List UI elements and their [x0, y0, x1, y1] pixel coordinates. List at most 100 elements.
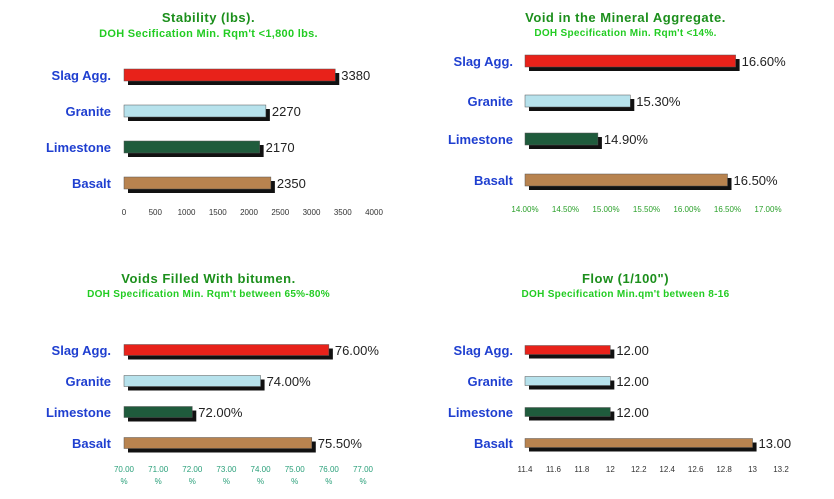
bar [524, 94, 631, 108]
tick-label: 12 [606, 465, 615, 474]
data-label: 2350 [277, 176, 306, 191]
tick-label: 73.00 [216, 465, 237, 474]
tick-label: 11.4 [518, 465, 534, 474]
chart-title: Voids Filled With bitumen. [121, 271, 296, 286]
tick-label: 75.00 [285, 465, 306, 474]
data-label: 15.30% [636, 94, 681, 109]
chart-plot: Slag Agg. 3380 Granite 2270 Limestone 2170 Bas… [46, 68, 383, 217]
bar [123, 406, 193, 418]
tick-label-suffix: % [120, 477, 127, 486]
data-label: 74.00% [267, 374, 312, 389]
chart-stability: Stability (lbs). DOH Secification Min. R… [0, 0, 417, 249]
tick-label: 14.00% [511, 205, 538, 214]
tick-label: 77.00 [353, 465, 374, 474]
chart-subtitle: DOH Specification Min.qm't between 8-16 [521, 289, 730, 300]
tick-label: 13.2 [773, 465, 789, 474]
bar [123, 375, 261, 387]
data-label: 16.50% [734, 173, 779, 188]
category-label: Basalt [474, 173, 514, 188]
tick-label: 12.4 [659, 465, 675, 474]
data-label: 2170 [266, 140, 295, 155]
tick-label: 2000 [240, 208, 258, 217]
data-label: 12.00 [616, 374, 649, 389]
bar [524, 54, 736, 68]
category-label: Slag Agg. [52, 343, 111, 358]
chart-title: Flow (1/100") [581, 271, 670, 286]
data-label: 16.60% [742, 54, 787, 69]
chart-flow: Flow (1/100") DOH Specification Min.qm't… [417, 249, 834, 498]
tick-label-suffix: % [223, 477, 230, 486]
chart-title: Stability (lbs). [161, 10, 256, 25]
tick-label-suffix: % [257, 477, 264, 486]
category-label: Granite [65, 374, 111, 389]
tick-label: 2500 [271, 208, 289, 217]
data-label: 75.50% [318, 436, 363, 451]
bar [524, 438, 753, 448]
tick-label: 0 [122, 208, 127, 217]
data-label: 12.00 [616, 343, 649, 358]
tick-label: 12.8 [716, 465, 732, 474]
tick-label: 13 [748, 465, 757, 474]
tick-label: 1000 [178, 208, 196, 217]
bar [123, 68, 336, 82]
tick-label-suffix: % [189, 477, 196, 486]
tick-label-suffix: % [359, 477, 366, 486]
chart-subtitle: DOH Secification Min. Rqm't <1,800 lbs. [99, 28, 318, 40]
bar [524, 132, 599, 146]
bar [123, 140, 260, 154]
data-label: 12.00 [616, 405, 649, 420]
tick-label: 16.00% [673, 205, 700, 214]
tick-label: 12.6 [688, 465, 704, 474]
chart-plot: Slag Agg. 76.00% Granite 74.00% Limestone 72.… [46, 343, 380, 486]
tick-label: 71.00 [148, 465, 169, 474]
data-label: 2270 [272, 104, 301, 119]
chart-subtitle: DOH Specification Min. Rqm't between 65%… [87, 289, 330, 300]
tick-label: 76.00 [319, 465, 340, 474]
chart-vfb: Voids Filled With bitumen. DOH Specifica… [0, 249, 417, 498]
category-label: Basalt [72, 436, 112, 451]
tick-label: 3000 [303, 208, 321, 217]
tick-label: 14.50% [552, 205, 579, 214]
tick-label-suffix: % [291, 477, 298, 486]
chart-vma: Void in the Mineral Aggregate. DOH Speci… [417, 0, 834, 249]
tick-label: 72.00 [182, 465, 203, 474]
data-label: 3380 [341, 68, 370, 83]
bar [524, 407, 611, 417]
tick-label: 11.6 [546, 465, 562, 474]
tick-label: 11.8 [574, 465, 590, 474]
tick-label: 500 [149, 208, 163, 217]
tick-label: 74.00 [251, 465, 272, 474]
tick-label: 15.50% [633, 205, 660, 214]
category-label: Granite [467, 374, 513, 389]
category-label: Granite [467, 94, 513, 109]
category-label: Slag Agg. [454, 54, 513, 69]
category-label: Basalt [72, 176, 112, 191]
bar [524, 376, 611, 386]
chart-subtitle: DOH Specification Min. Rqm't <14%. [534, 28, 717, 39]
tick-label-suffix: % [155, 477, 162, 486]
chart-plot: Slag Agg. 16.60% Granite 15.30% Limestone 14.… [448, 54, 787, 214]
bar [123, 176, 272, 190]
data-label: 72.00% [198, 405, 243, 420]
bar [524, 345, 611, 355]
bar [123, 104, 267, 118]
tick-label: 16.50% [714, 205, 741, 214]
bar [123, 437, 313, 449]
tick-label-suffix: % [325, 477, 332, 486]
tick-label: 1500 [209, 208, 227, 217]
tick-label: 4000 [365, 208, 383, 217]
tick-label: 17.00% [754, 205, 781, 214]
tick-label: 15.00% [592, 205, 619, 214]
category-label: Limestone [46, 405, 111, 420]
data-label: 76.00% [335, 343, 380, 358]
tick-label: 3500 [334, 208, 352, 217]
chart-plot: Slag Agg. 12.00 Granite 12.00 Limestone 12.00… [448, 343, 791, 474]
category-label: Granite [65, 104, 111, 119]
category-label: Slag Agg. [52, 68, 111, 83]
bar [524, 173, 728, 187]
bar [123, 344, 330, 356]
category-label: Slag Agg. [454, 343, 513, 358]
tick-label: 70.00 [114, 465, 135, 474]
category-label: Limestone [46, 140, 111, 155]
category-label: Basalt [474, 436, 514, 451]
